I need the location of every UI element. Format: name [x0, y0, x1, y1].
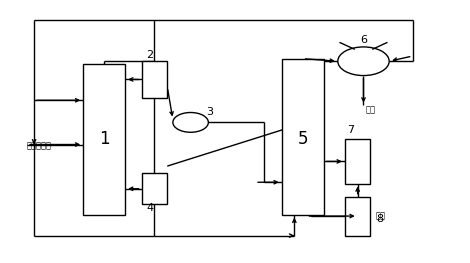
- Bar: [345, 139, 370, 184]
- Bar: [141, 61, 167, 98]
- Bar: [83, 64, 125, 215]
- Circle shape: [338, 47, 389, 75]
- Text: 溶剂: 溶剂: [375, 211, 385, 221]
- Text: 3: 3: [206, 107, 213, 117]
- Text: 醋酸: 醋酸: [366, 105, 376, 114]
- Bar: [345, 196, 370, 236]
- Text: 醋酸水溶液: 醋酸水溶液: [27, 141, 52, 150]
- Bar: [282, 59, 324, 215]
- Text: 8: 8: [376, 214, 384, 224]
- Bar: [141, 173, 167, 204]
- Text: 5: 5: [298, 130, 308, 148]
- Text: 6: 6: [360, 36, 367, 45]
- Text: 1: 1: [99, 130, 110, 148]
- Text: 7: 7: [347, 125, 354, 135]
- Text: 2: 2: [146, 50, 154, 60]
- Text: 4: 4: [146, 203, 154, 213]
- Circle shape: [173, 113, 208, 132]
